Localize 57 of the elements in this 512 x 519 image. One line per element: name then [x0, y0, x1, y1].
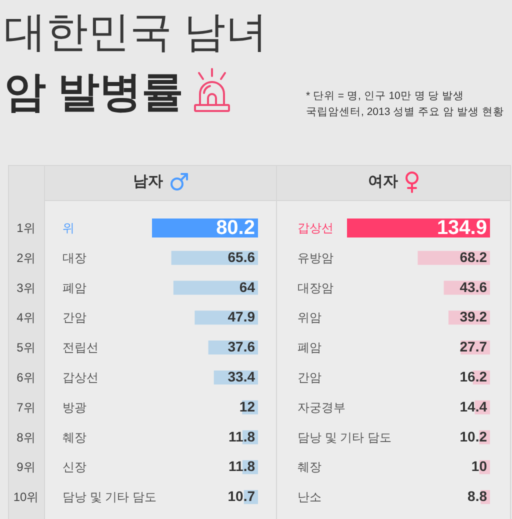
data-label: 10.2 [460, 428, 488, 444]
text: 8위 [16, 430, 36, 444]
data-label: 80.2 [216, 216, 255, 239]
y-tick-label: 췌장 [62, 430, 86, 444]
y-tick-label: 담낭 및 기타 담도 [298, 430, 392, 444]
y-tick-label: 전립선 [62, 340, 98, 355]
data-label: 12 [239, 398, 256, 414]
text: 9위 [16, 460, 36, 474]
text: 5위 [16, 340, 36, 355]
data-label: 10.7 [228, 488, 256, 504]
data-label: 33.4 [228, 368, 256, 384]
y-tick-label: 난소 [298, 490, 322, 504]
y-tick-label: 갑상선 [62, 370, 98, 384]
data-label: 43.6 [460, 278, 488, 295]
y-tick-label: 담낭 및 기타 담도 [62, 490, 157, 504]
y-tick-label: 폐암 [298, 340, 322, 355]
text: 6위 [16, 370, 36, 384]
y-tick-label: 췌장 [298, 460, 322, 474]
y-tick-label: 간암 [62, 310, 86, 325]
text: * 단위 = 명, 인구 10만 명 당 발생 [306, 90, 464, 102]
data-label: 39.2 [460, 308, 488, 325]
chart-title: 남자 [133, 173, 163, 190]
text: 암 발병률 [4, 68, 184, 115]
text: 1위 [16, 220, 36, 235]
data-label: 65.6 [228, 248, 256, 265]
data-label: 47.9 [228, 308, 256, 325]
text: 2위 [16, 250, 36, 265]
y-tick-label: 방광 [62, 400, 86, 414]
text: 대한민국 남녀 [4, 8, 268, 55]
data-label: 16.2 [460, 368, 488, 384]
y-tick-label: 신장 [62, 460, 86, 474]
text: 3위 [16, 280, 36, 295]
data-label: 8.8 [468, 488, 488, 504]
y-tick-label: 간암 [298, 370, 322, 384]
bar [173, 280, 258, 295]
text: 국립암센터, 2013 성별 주요 암 발생 현황 [306, 106, 504, 118]
y-tick-label: 자궁경부 [298, 400, 346, 414]
y-tick-label: 폐암 [62, 280, 86, 295]
text: 4위 [16, 310, 36, 325]
chart-title: 여자 [368, 173, 398, 190]
y-tick-label: 위 [62, 220, 74, 235]
data-label: 11.8 [228, 428, 256, 444]
data-label: 14.4 [460, 398, 488, 414]
text: 10위 [13, 490, 39, 504]
data-label: 134.9 [436, 216, 487, 239]
y-tick-label: 갑상선 [298, 220, 334, 235]
y-tick-label: 위암 [298, 310, 322, 325]
data-label: 64 [239, 278, 256, 295]
data-label: 27.7 [460, 338, 488, 355]
data-label: 10 [471, 458, 488, 474]
y-tick-label: 대장암 [298, 280, 334, 295]
y-tick-label: 유방암 [298, 250, 334, 265]
data-label: 68.2 [460, 248, 488, 265]
data-label: 11.8 [228, 458, 256, 474]
data-label: 37.6 [228, 338, 256, 355]
text: 7위 [16, 400, 36, 414]
y-tick-label: 대장 [62, 250, 86, 265]
